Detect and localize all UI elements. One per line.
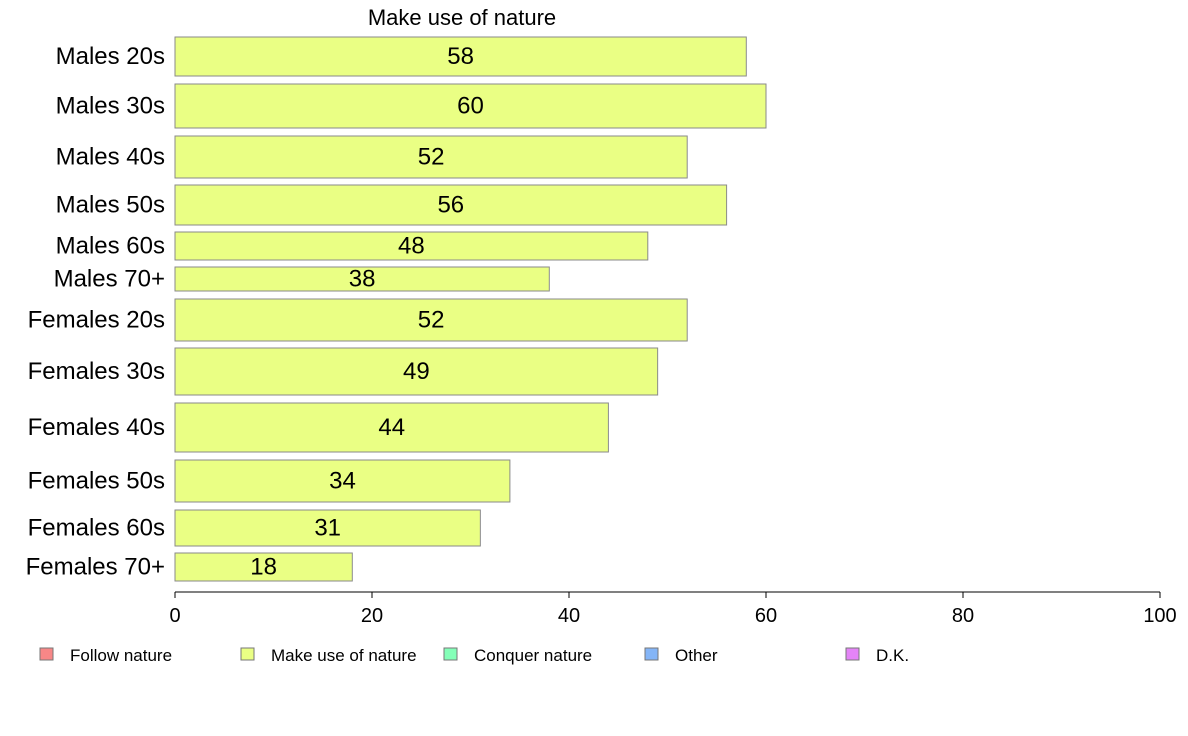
category-label: Males 40s <box>56 144 165 171</box>
category-label: Females 70+ <box>26 554 165 581</box>
bar-6 <box>174 266 550 292</box>
category-label: Females 30s <box>28 358 165 385</box>
legend-label: Make use of nature <box>271 646 417 665</box>
bar-12 <box>174 552 353 582</box>
legend-swatch <box>443 647 458 661</box>
data-label: 52 <box>418 144 445 171</box>
x-tick-label: 80 <box>952 605 974 627</box>
category-label: Females 40s <box>28 414 165 441</box>
data-label: 58 <box>447 43 474 70</box>
data-label: 49 <box>403 358 430 385</box>
x-tick-label: 60 <box>755 605 777 627</box>
legend-swatch <box>845 647 860 661</box>
legend-swatch <box>240 647 255 661</box>
legend-swatch <box>644 647 659 661</box>
category-label: Males 60s <box>56 233 165 260</box>
x-tick-label: 0 <box>169 605 180 627</box>
legend-label: Follow nature <box>70 646 172 665</box>
legend-swatch <box>39 647 54 661</box>
bar-4 <box>174 184 728 226</box>
bar-8 <box>174 347 659 396</box>
data-label: 44 <box>378 414 405 441</box>
category-label: Males 50s <box>56 192 165 219</box>
data-label: 56 <box>437 192 464 219</box>
data-label: 48 <box>398 233 425 260</box>
chart-title: Make use of nature <box>368 5 556 30</box>
bar-7 <box>174 298 688 342</box>
category-label: Females 60s <box>28 515 165 542</box>
bars-group: Males 20s 58 Males 30s 60 Males 40s 52 Males 5… <box>26 36 767 582</box>
data-label: 38 <box>349 266 376 293</box>
data-label: 60 <box>457 93 484 120</box>
data-label: 18 <box>250 554 277 581</box>
legend-label: Conquer nature <box>474 646 592 665</box>
category-label: Males 30s <box>56 93 165 120</box>
bar-10 <box>174 459 511 503</box>
bar-3 <box>174 135 688 179</box>
x-tick-label: 40 <box>558 605 580 627</box>
data-label: 34 <box>329 468 356 495</box>
category-label: Males 20s <box>56 43 165 70</box>
category-label: Females 50s <box>28 468 165 495</box>
x-tick-label: 20 <box>361 605 383 627</box>
bar-1 <box>174 36 747 77</box>
category-label: Males 70+ <box>54 266 165 293</box>
x-tick-label: 100 <box>1143 605 1176 627</box>
legend: Follow nature Make use of nature Conquer n… <box>39 646 909 665</box>
category-label: Females 20s <box>28 307 165 334</box>
bar-5 <box>174 231 649 261</box>
legend-label: D.K. <box>876 646 909 665</box>
data-label: 31 <box>314 515 341 542</box>
data-label: 52 <box>418 307 445 334</box>
bar-2 <box>174 83 767 129</box>
x-axis: 0 20 40 60 80 100 <box>169 591 1177 627</box>
bar-11 <box>174 509 481 547</box>
bar-9 <box>174 402 609 453</box>
legend-label: Other <box>675 646 718 665</box>
